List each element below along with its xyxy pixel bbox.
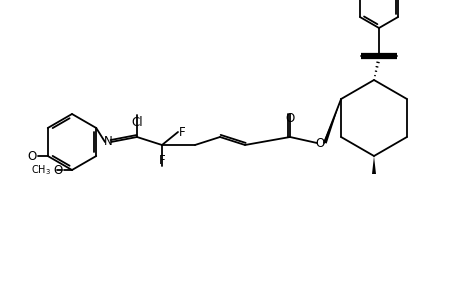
Text: F: F (179, 125, 185, 139)
Polygon shape (323, 99, 341, 144)
Text: CH$_3$: CH$_3$ (31, 163, 51, 177)
Text: N: N (103, 134, 112, 148)
Polygon shape (371, 156, 375, 174)
Text: F: F (158, 154, 165, 167)
Text: O: O (54, 164, 63, 176)
Text: Cl: Cl (131, 116, 142, 129)
Text: O: O (28, 149, 37, 163)
Text: O: O (285, 112, 294, 125)
Text: O: O (315, 136, 324, 149)
